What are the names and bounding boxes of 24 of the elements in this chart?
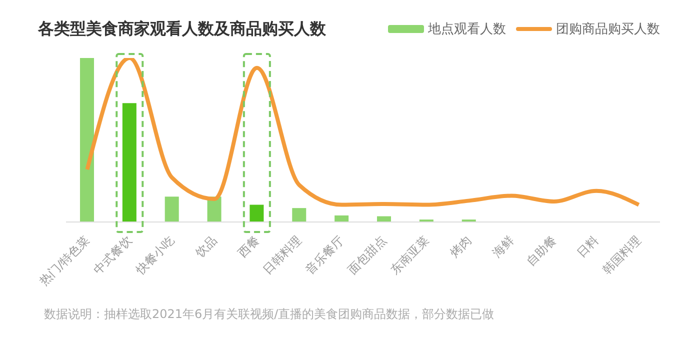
chart-title: 各类型美食商家观看人数及商品购买人数 <box>38 18 326 40</box>
bar <box>250 204 264 222</box>
x-tick-label: 西餐 <box>235 233 262 260</box>
legend-label: 地点观看人数 <box>427 21 506 38</box>
x-tick-label: 烤肉 <box>447 233 474 260</box>
x-tick-label: 自助餐 <box>524 233 559 268</box>
bar <box>164 196 179 222</box>
legend-label: 团购商品购买人数 <box>555 21 660 38</box>
x-tick-label: 海鲜 <box>490 233 516 260</box>
x-tick-label: 中式餐饮 <box>90 233 135 277</box>
x-tick-label: 日韩料理 <box>260 233 304 277</box>
bar <box>80 58 94 222</box>
x-tick-label: 饮品 <box>192 233 220 261</box>
x-tick-label: 快餐小吃 <box>132 233 178 278</box>
x-tick-label: 热门/特色菜 <box>36 233 92 288</box>
bar <box>292 208 306 222</box>
x-tick-label: 东南亚菜 <box>388 233 432 277</box>
x-tick-label: 日料 <box>574 233 602 260</box>
x-tick-label: 韩国料理 <box>600 233 644 277</box>
bar <box>122 103 136 222</box>
text: 数据说明：抽样选取2021年6月有关联视频/直播的美食团购商品数据，部分数据已做 <box>43 306 496 323</box>
x-tick-label: 面包甜点 <box>345 233 390 277</box>
bar <box>334 215 349 222</box>
x-tick-label: 音乐餐厅 <box>302 233 347 277</box>
